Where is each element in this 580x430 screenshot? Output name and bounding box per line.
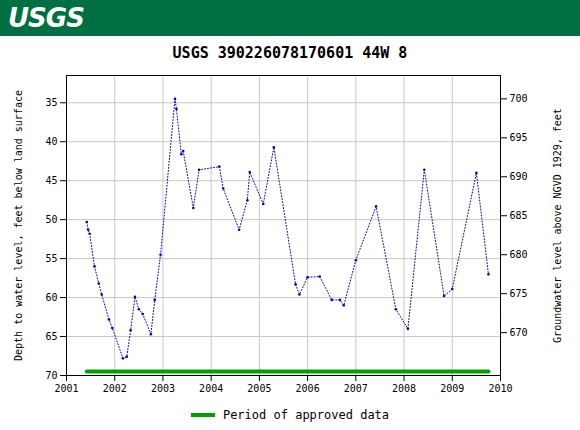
svg-text:2004: 2004 bbox=[199, 383, 223, 394]
html-text:Period of approved data: Period of approved data bbox=[222, 407, 390, 422]
svg-text:Groundwater level above NGVD 1: Groundwater level above NGVD 1929, feet bbox=[552, 108, 563, 343]
svg-text:2010: 2010 bbox=[488, 383, 512, 394]
svg-text:2002: 2002 bbox=[103, 383, 127, 394]
svg-text:695: 695 bbox=[510, 132, 528, 143]
svg-text:70: 70 bbox=[45, 370, 57, 381]
svg-text:670: 670 bbox=[510, 327, 528, 338]
svg-text:2009: 2009 bbox=[440, 383, 464, 394]
svg-text:60: 60 bbox=[45, 292, 57, 303]
svg-text:680: 680 bbox=[510, 249, 528, 260]
svg-text:45: 45 bbox=[45, 175, 57, 186]
svg-text:700: 700 bbox=[510, 93, 528, 104]
svg-text:40: 40 bbox=[45, 136, 57, 147]
svg-text:2006: 2006 bbox=[296, 383, 320, 394]
html-text:USGS: USGS bbox=[8, 3, 84, 33]
svg-text:Depth to water level, feet bel: Depth to water level, feet below land su… bbox=[13, 90, 24, 361]
html-text:USGS 390226078170601 44W 8: USGS 390226078170601 44W 8 bbox=[172, 44, 408, 62]
svg-text:2008: 2008 bbox=[392, 383, 416, 394]
svg-text:2001: 2001 bbox=[54, 383, 78, 394]
svg-text:50: 50 bbox=[45, 214, 57, 225]
svg-text:35: 35 bbox=[45, 97, 57, 108]
svg-text:2003: 2003 bbox=[151, 383, 175, 394]
svg-text:55: 55 bbox=[45, 253, 57, 264]
svg-text:690: 690 bbox=[510, 171, 528, 182]
svg-text:2007: 2007 bbox=[344, 383, 368, 394]
svg-text:65: 65 bbox=[45, 331, 57, 342]
svg-text:675: 675 bbox=[510, 288, 528, 299]
svg-text:685: 685 bbox=[510, 210, 528, 221]
svg-text:2005: 2005 bbox=[247, 383, 271, 394]
